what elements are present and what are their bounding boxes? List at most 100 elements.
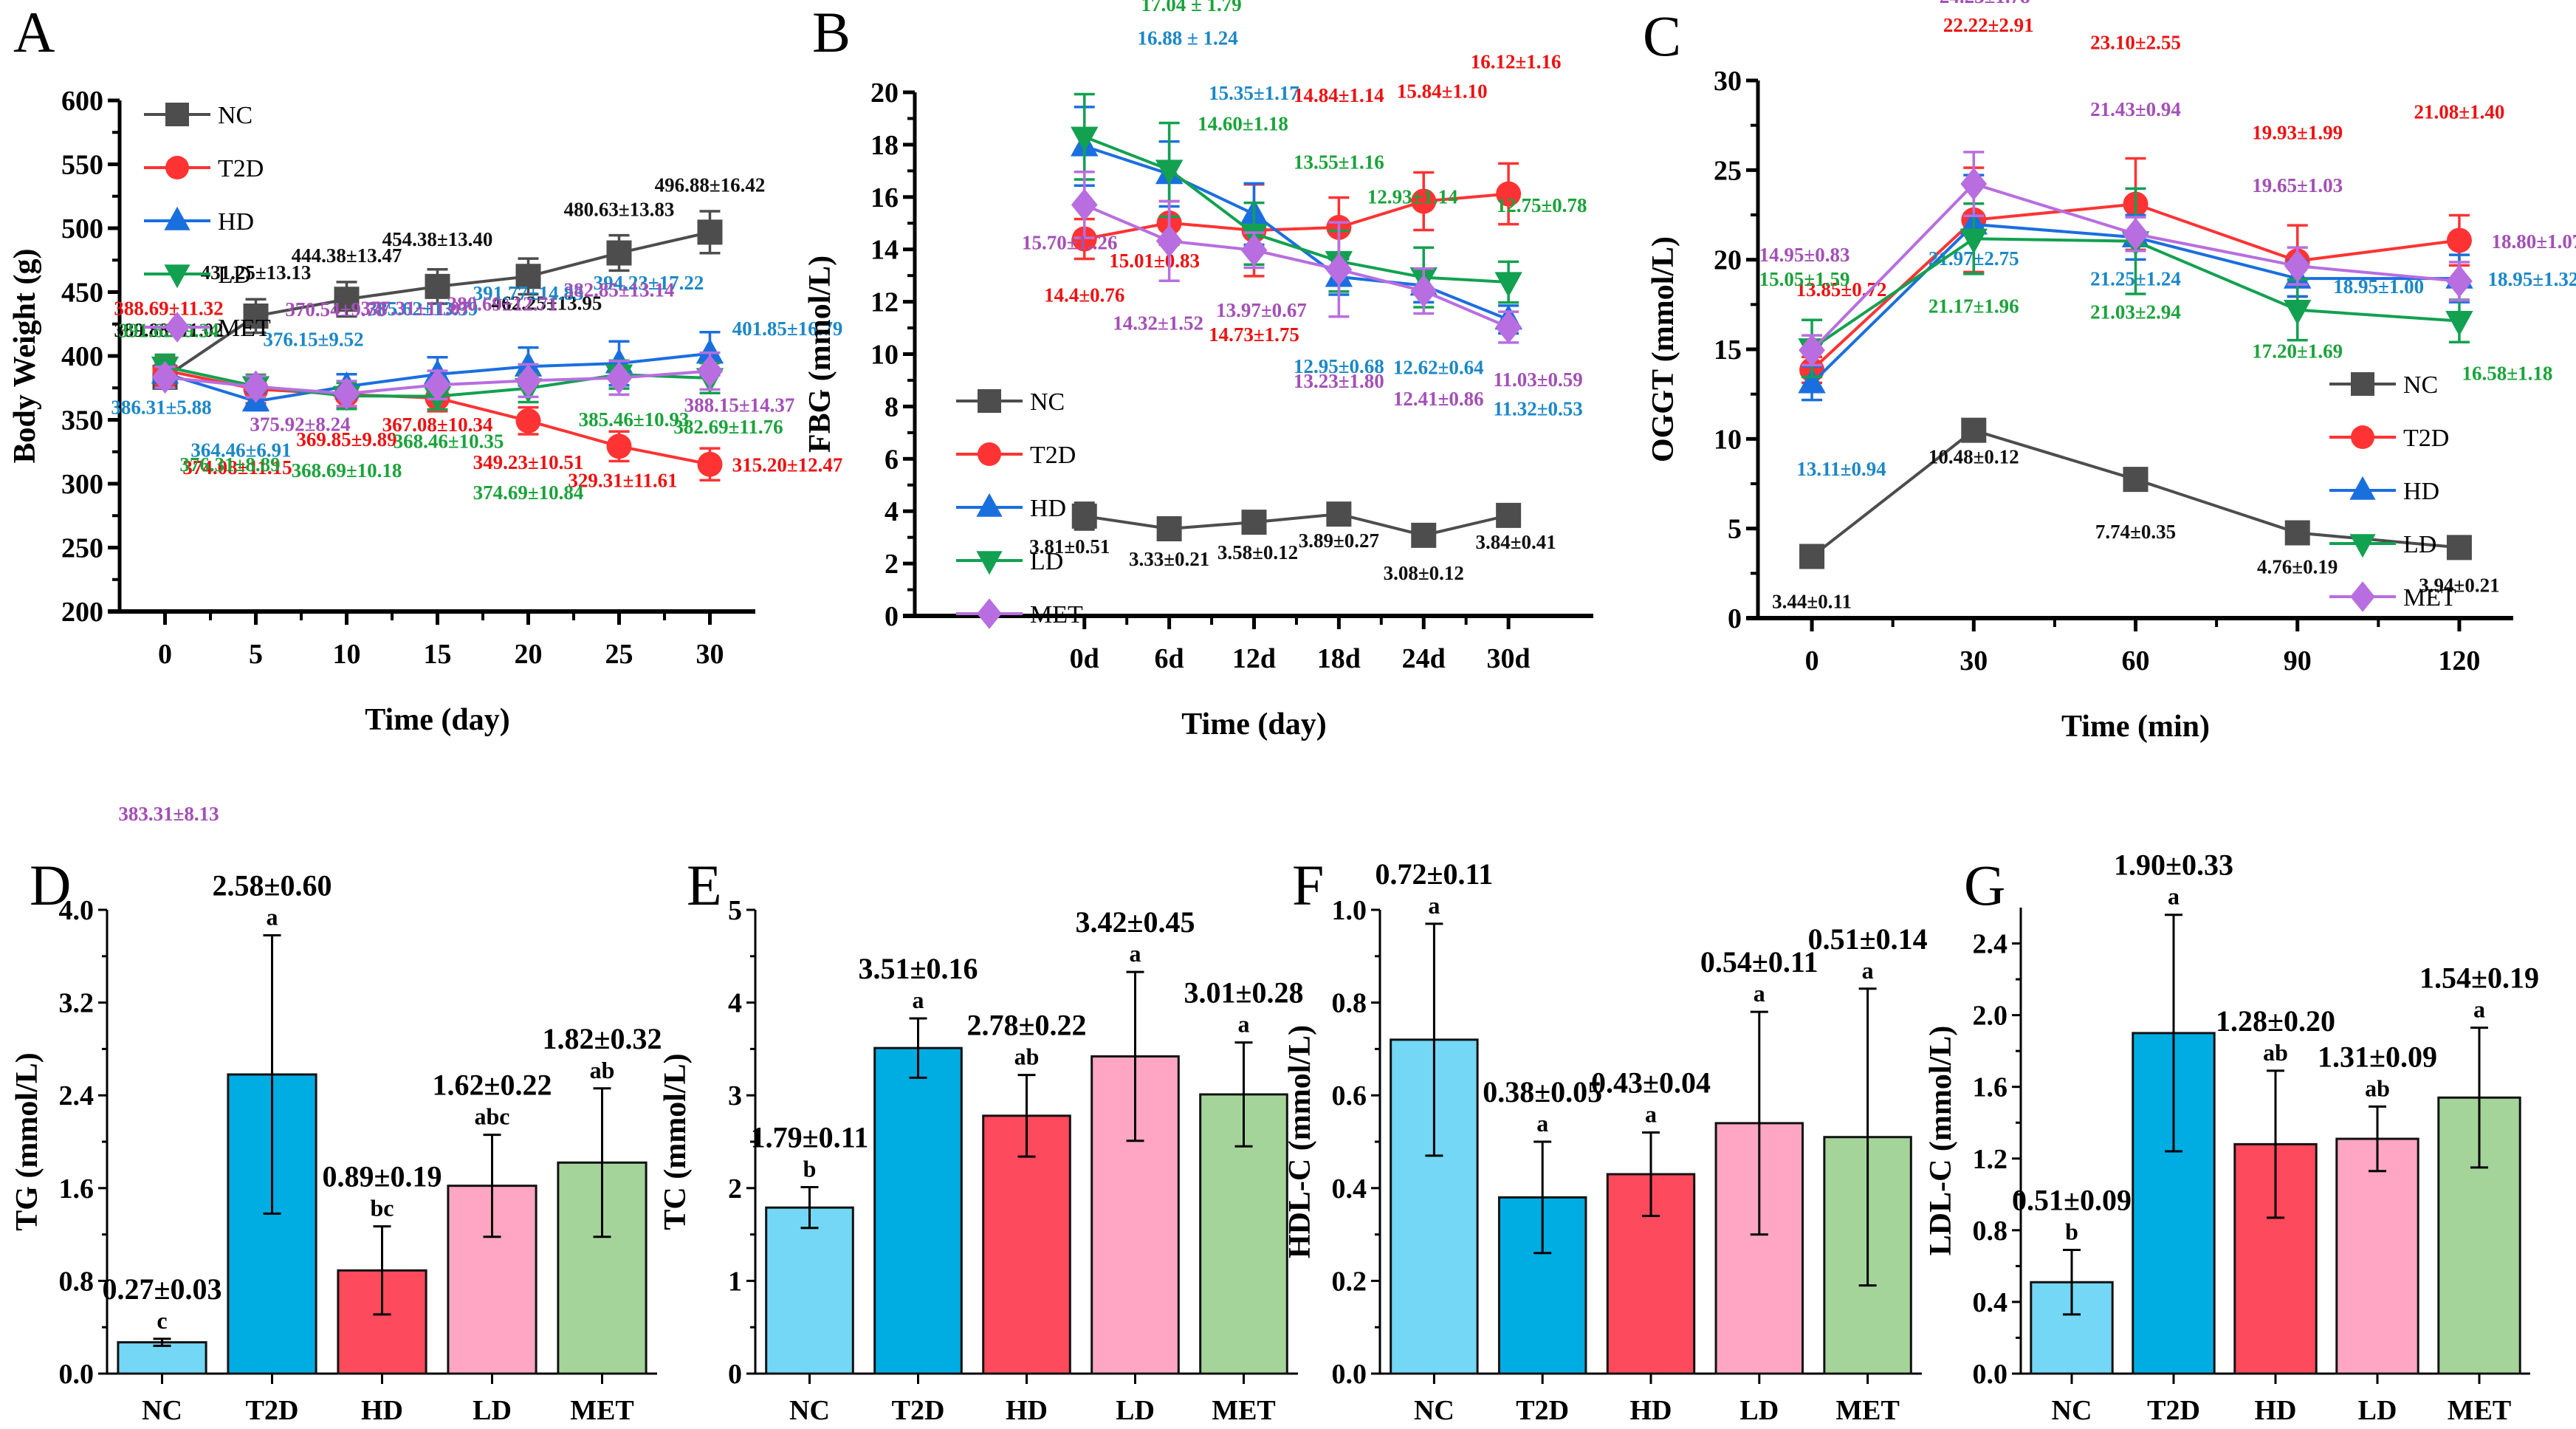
- y-tick-label: 8: [885, 391, 899, 422]
- category-label: T2D: [246, 1395, 299, 1426]
- x-axis-title: Time (day): [1181, 707, 1326, 741]
- significance-letter: b: [2065, 1219, 2078, 1245]
- data-label: 15.05±1.59: [1759, 268, 1850, 290]
- data-point-nc: [1156, 515, 1182, 541]
- data-point-ld: [1071, 126, 1099, 152]
- data-label: 10.48±0.12: [1928, 446, 2019, 468]
- data-label: 368.46±10.35: [394, 431, 504, 453]
- panel-g-ldl-chart: G0.00.40.81.21.62.02.4b0.51±0.09NCa1.90±…: [1924, 849, 2539, 1426]
- data-point-met: [151, 360, 179, 394]
- data-label: 462.25±13.95: [492, 292, 602, 314]
- data-label: 376.15±9.52: [263, 328, 363, 350]
- x-tick-label: 90: [2284, 645, 2312, 676]
- data-label: 3.84±0.41: [1475, 531, 1556, 553]
- x-axis-title: Time (min): [2061, 710, 2210, 744]
- y-axis-title: OGGT (mmol/L): [1646, 236, 1680, 462]
- value-label: 0.54±0.11: [1700, 945, 1818, 979]
- data-label: 11.03±0.59: [1493, 369, 1582, 391]
- data-label: 3.89±0.27: [1299, 530, 1379, 552]
- y-axis-title: LDL-C (mmol/L): [1924, 1026, 1958, 1255]
- y-tick-label: 0.0: [1973, 1359, 2008, 1390]
- x-tick-label: 120: [2438, 645, 2480, 676]
- legend-label: T2D: [1030, 442, 1076, 469]
- y-tick-label: 0.8: [1332, 988, 1367, 1019]
- y-axis-title: TC (mmol/L): [659, 1053, 693, 1230]
- data-label: 12.93±1.14: [1367, 186, 1458, 208]
- significance-letter: a: [1536, 1110, 1548, 1137]
- data-point-nc: [515, 264, 541, 289]
- y-tick-label: 0.8: [1973, 1216, 2008, 1247]
- data-label: 14.95±0.83: [1759, 244, 1850, 266]
- y-tick-label: 25: [1714, 155, 1742, 186]
- y-tick-label: 12: [870, 287, 899, 318]
- data-label: 454.38±13.40: [382, 228, 493, 250]
- x-tick-label: 24d: [1402, 643, 1446, 674]
- data-label: 382.69±11.76: [673, 416, 783, 438]
- y-tick-label: 0.6: [1332, 1080, 1367, 1111]
- data-point-nc: [1071, 503, 1097, 529]
- data-label: 444.38±13.47: [292, 244, 402, 267]
- y-tick-label: 1.0: [1332, 895, 1367, 926]
- data-point-nc: [2123, 467, 2149, 493]
- category-label: HD: [1630, 1395, 1672, 1426]
- y-tick-label: 4.0: [59, 895, 95, 926]
- legend-label: MET: [1030, 601, 1083, 628]
- x-axis-title: Time (day): [365, 703, 509, 737]
- significance-letter: a: [1645, 1100, 1657, 1127]
- data-label: 17.04 ± 1.79: [1141, 0, 1241, 16]
- legend-marker-icon: [2351, 372, 2374, 396]
- x-tick-label: 0: [158, 639, 172, 670]
- category-label: NC: [2052, 1395, 2092, 1426]
- data-point-t2d: [515, 408, 541, 434]
- value-label: 3.51±0.16: [859, 952, 978, 985]
- y-axis-title: HDL-C (mmol/L): [1283, 1025, 1317, 1258]
- data-label: 496.88±16.42: [655, 174, 766, 196]
- category-label: LD: [473, 1395, 512, 1426]
- data-label: 3.58±0.12: [1217, 541, 1298, 563]
- y-tick-label: 0.0: [1332, 1359, 1367, 1390]
- legend-label: LD: [2403, 531, 2436, 558]
- data-point-met: [515, 364, 542, 397]
- data-label: 388.15±14.37: [684, 394, 795, 417]
- x-tick-label: 15: [424, 639, 452, 670]
- panel-d-tg-chart: D 0.0 0.8 1.6 2.4 3.2 4.0 c0.27±0.03 NC a2.58±0.6…: [10, 853, 662, 1426]
- category-label: NC: [1414, 1395, 1454, 1426]
- panel-b-fbg-chart: B 0 2 4 6 8 10 12 14 16 18 20 0d 6d 12d 18d 24d 30d Time (…: [803, 0, 1593, 741]
- legend-marker-icon: [2350, 581, 2375, 612]
- data-label: 377.31±11.07: [360, 297, 470, 319]
- value-label: 3.01±0.28: [1184, 976, 1304, 1010]
- y-tick-label: 4: [728, 988, 742, 1019]
- y-tick-label: 15: [1714, 335, 1742, 366]
- category-label: MET: [2448, 1395, 2512, 1426]
- y-tick-label: 200: [61, 597, 103, 628]
- value-label: 0.27±0.03: [103, 1272, 222, 1306]
- y-tick-label: 5: [728, 895, 742, 926]
- y-tick-label: 10: [870, 340, 899, 371]
- legend: NC T2D HD LD MET: [144, 102, 271, 343]
- legend-label: HD: [218, 208, 254, 236]
- category-label: MET: [1212, 1395, 1276, 1426]
- data-label: 349.23±10.51: [473, 451, 584, 473]
- panel-e-tc-chart: E012345b1.79±0.11NCa3.51±0.16T2Dab2.78±0…: [659, 853, 1303, 1426]
- y-tick-label: 0: [1728, 603, 1742, 634]
- data-point-nc: [1241, 510, 1267, 535]
- x-tick-label: 0: [1805, 645, 1819, 676]
- value-label: 1.31±0.09: [2318, 1040, 2437, 1073]
- legend-label: T2D: [2403, 425, 2449, 452]
- data-label: 369.85±9.89: [296, 428, 396, 450]
- data-label: 383.31±8.13: [118, 803, 219, 825]
- y-axis-title: FBG (mmol/L): [803, 256, 837, 453]
- value-label: 0.51±0.09: [2012, 1184, 2132, 1217]
- data-label: 370.54±9.78: [285, 298, 385, 321]
- data-label: 386.31±5.88: [111, 397, 211, 419]
- panel-letter: C: [1643, 4, 1681, 68]
- data-label: 3.81±0.51: [1029, 535, 1110, 558]
- data-label: 21.17±1.96: [1928, 295, 2019, 317]
- data-label: 374.08±11.15: [182, 456, 292, 479]
- significance-letter: b: [803, 1156, 817, 1182]
- data-label: 375.92±8.24: [250, 414, 350, 436]
- series-line-hd: [1084, 145, 1509, 321]
- data-point-t2d: [1496, 181, 1522, 207]
- category-label: MET: [1835, 1395, 1900, 1426]
- x-tick-label: 30: [696, 639, 724, 670]
